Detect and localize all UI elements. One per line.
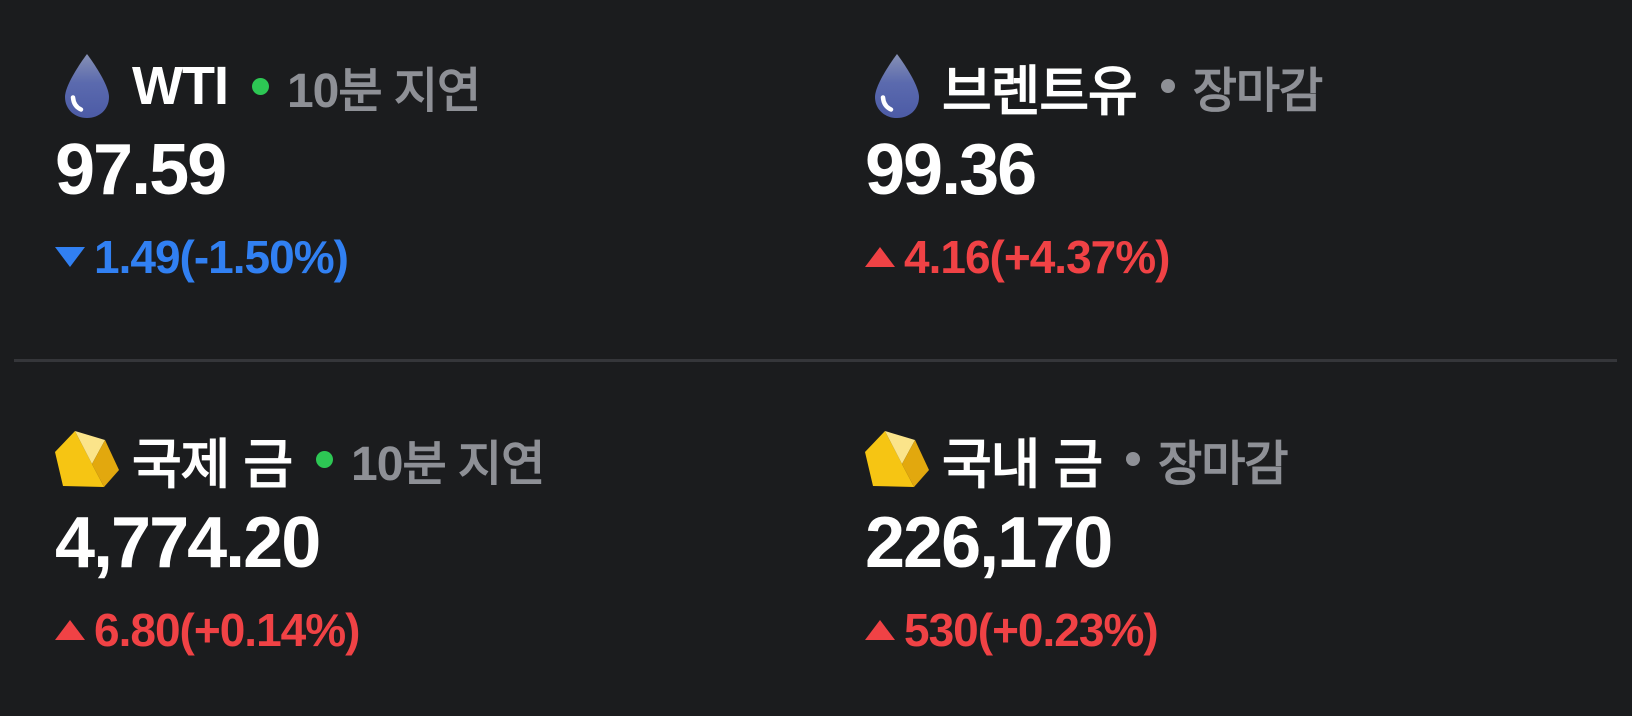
price-change: 1.49(-1.50%) (55, 230, 796, 284)
status-dot (251, 77, 269, 95)
commodity-title: WTI (132, 56, 229, 116)
market-status-label: 장마감 (1158, 438, 1288, 491)
card-wti[interactable]: WTI 10분 지연 97.59 1.49(-1.50%) (0, 0, 816, 361)
card-header: 국내 금 장마감 (865, 425, 1612, 495)
market-status-label: 장마감 (1192, 65, 1323, 118)
commodity-title: 국제 금 (132, 434, 293, 495)
status-dot (1160, 79, 1175, 93)
gold-nugget-icon (55, 425, 119, 493)
price-value: 226,170 (865, 503, 1113, 583)
market-status-label: 10분 지연 (351, 438, 545, 491)
price-value: 99.36 (865, 130, 1037, 210)
price-change: 530(+0.23%) (865, 603, 1612, 657)
market-status-label: 10분 지연 (286, 65, 481, 118)
section-divider (14, 359, 1617, 362)
card-global-gold[interactable]: 국제 금 10분 지연 4,774.20 6.80(+0.14%) (0, 361, 816, 716)
change-direction-icon (865, 247, 895, 267)
price-change: 4.16(+4.37%) (865, 230, 1612, 284)
card-header: 국제 금 10분 지연 (55, 425, 796, 495)
change-direction-icon (55, 620, 85, 640)
price-value: 4,774.20 (55, 503, 321, 583)
price-value: 97.59 (55, 130, 227, 210)
card-brent-oil[interactable]: 브렌트유 장마감 99.36 4.16(+4.37%) (816, 0, 1632, 361)
commodity-title: 브렌트유 (942, 61, 1138, 122)
status-dot (316, 450, 334, 468)
change-direction-icon (55, 247, 85, 267)
change-text: 4.16(+4.37%) (904, 231, 1170, 283)
gold-nugget-icon (865, 425, 929, 493)
price-change: 6.80(+0.14%) (55, 603, 796, 657)
change-text: 1.49(-1.50%) (94, 231, 349, 283)
card-domestic-gold[interactable]: 국내 금 장마감 226,170 530(+0.23%) (816, 361, 1632, 716)
card-header: 브렌트유 장마감 (865, 52, 1612, 122)
oil-droplet-icon (865, 52, 929, 120)
change-text: 530(+0.23%) (904, 604, 1159, 656)
commodity-title: 국내 금 (942, 434, 1103, 495)
status-dot (1126, 452, 1141, 466)
change-text: 6.80(+0.14%) (94, 604, 360, 656)
card-header: WTI 10분 지연 (55, 52, 796, 120)
change-direction-icon (865, 620, 895, 640)
oil-droplet-icon (55, 52, 119, 120)
